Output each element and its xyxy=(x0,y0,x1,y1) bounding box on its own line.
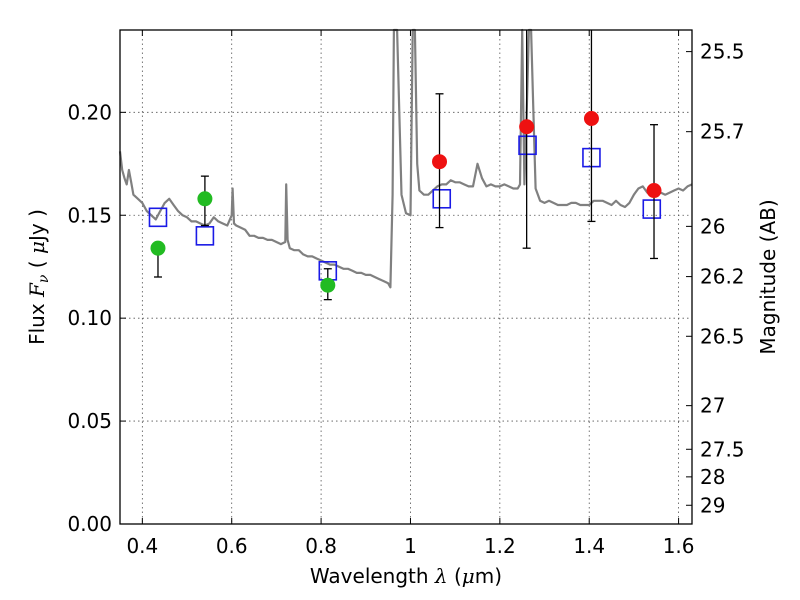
plot-frame xyxy=(119,29,693,525)
right-axis-label: Magnitude (AB) xyxy=(756,199,780,354)
x-axis-label: Wavelength λ (μm) xyxy=(310,564,502,588)
right-tick-label: 25.7 xyxy=(700,120,745,144)
y-axis-label: Flux Fν ( μJy ) xyxy=(25,209,52,345)
x-tick-label: 1.6 xyxy=(663,534,695,558)
red-point xyxy=(432,154,448,170)
x-tick-label: 0.4 xyxy=(126,534,158,558)
right-tick-label: 25.5 xyxy=(700,40,745,64)
data-points xyxy=(150,111,662,293)
grid xyxy=(120,30,692,524)
y-tick-label: 0.10 xyxy=(67,306,112,330)
red-point xyxy=(583,111,599,127)
right-tick-label: 26.5 xyxy=(700,324,745,348)
model-spectrum xyxy=(118,28,693,289)
model-square xyxy=(518,135,537,156)
x-tick-label: 0.8 xyxy=(305,534,337,558)
model-square xyxy=(642,199,662,219)
right-tick-label: 26 xyxy=(700,214,725,238)
model-spectrum-line xyxy=(118,28,693,289)
right-tick-label: 28 xyxy=(700,465,725,489)
green-point xyxy=(150,240,166,256)
model-square xyxy=(195,226,215,246)
x-tick-label: 1 xyxy=(404,534,417,558)
green-point xyxy=(320,277,336,293)
y-tick-label: 0.05 xyxy=(67,409,112,433)
y-tick-label: 0.15 xyxy=(67,203,112,227)
y-tick-label: 0.20 xyxy=(67,100,112,124)
right-tick-label: 26.2 xyxy=(700,265,745,289)
x-tick-label: 0.6 xyxy=(216,534,248,558)
ticks: 0.4 0.6 0.8 1 1.2 1.4 1.6 0.00 0.05 0.10 0.15 0.20 2… xyxy=(67,30,745,558)
green-point xyxy=(197,191,213,207)
x-tick-label: 1.4 xyxy=(573,534,605,558)
model-square xyxy=(148,207,168,228)
right-tick-label: 29 xyxy=(700,493,725,517)
right-tick-label: 27.5 xyxy=(700,437,745,461)
model-square xyxy=(432,188,452,209)
red-point xyxy=(519,119,535,135)
x-tick-label: 1.2 xyxy=(484,534,516,558)
y-tick-label: 0.00 xyxy=(67,512,112,536)
red-point xyxy=(646,183,662,199)
right-tick-label: 27 xyxy=(700,394,725,418)
